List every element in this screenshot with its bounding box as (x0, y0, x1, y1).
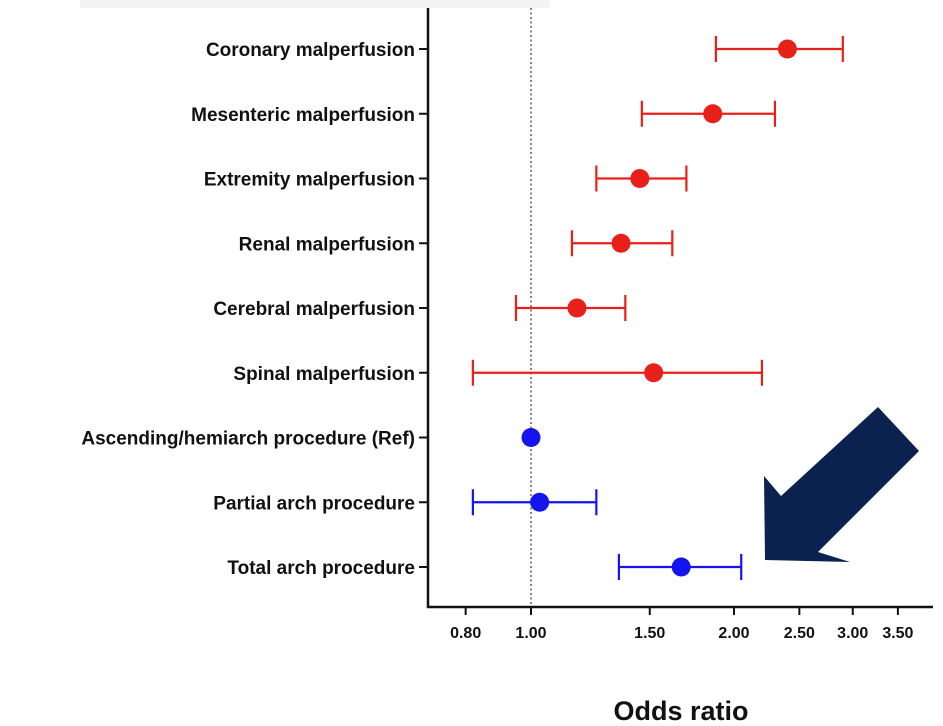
y-tick-label: Partial arch procedure (213, 493, 415, 514)
point-estimate (630, 169, 650, 188)
point-estimate (777, 39, 797, 59)
y-tick-label: Mesenteric malperfusion (191, 105, 415, 126)
y-tick-label: Coronary malperfusion (206, 40, 415, 61)
axes (426, 8, 933, 609)
x-tick-label: 3.00 (837, 625, 868, 642)
y-tick-label: Spinal malperfusion (233, 364, 415, 385)
forest-row: Cerebral malperfusion (213, 295, 627, 321)
y-tick-label: Total arch procedure (227, 558, 415, 579)
point-estimate (671, 557, 691, 577)
forest-row: Coronary malperfusion (206, 36, 844, 62)
point-estimate (644, 363, 664, 383)
point-estimate (611, 233, 631, 253)
x-tick-label: 2.00 (718, 625, 749, 642)
forest-row: Partial arch procedure (213, 489, 598, 516)
point-estimate (567, 298, 587, 318)
forest-row: Extremity malperfusion (204, 165, 688, 192)
y-tick-label: Cerebral malperfusion (213, 299, 415, 320)
forest-row: Renal malperfusion (239, 230, 674, 257)
annotation-layer (764, 407, 919, 562)
top-left-blank-strip (80, 0, 550, 8)
point-estimate (530, 492, 550, 512)
x-ticks: 0.80 1.00 1.50 2.00 2.50 3.00 3.50 (450, 607, 914, 642)
forest-row: Total arch procedure (227, 554, 743, 580)
x-tick-label: 0.80 (450, 625, 481, 642)
x-tick-label: 3.50 (882, 625, 913, 642)
x-tick-label: 2.50 (784, 625, 815, 642)
y-tick-label: Renal malperfusion (239, 234, 415, 255)
forest-row: Ascending/hemiarch procedure (Ref) (81, 428, 541, 450)
point-estimate (521, 428, 541, 447)
forest-row: Spinal malperfusion (233, 359, 764, 386)
x-axis-title: Odds ratio (613, 696, 748, 726)
y-tick-label: Extremity malperfusion (204, 170, 415, 191)
data-rows: Coronary malperfusion Mesenteric malperfu… (81, 36, 844, 580)
y-tick-label: Ascending/hemiarch procedure (Ref) (81, 429, 415, 450)
x-tick-label: 1.50 (634, 625, 665, 642)
x-tick-label: 1.00 (515, 625, 546, 642)
arrow-annotation-icon (764, 407, 919, 562)
forest-row: Mesenteric malperfusion (191, 100, 777, 127)
point-estimate (703, 104, 723, 124)
